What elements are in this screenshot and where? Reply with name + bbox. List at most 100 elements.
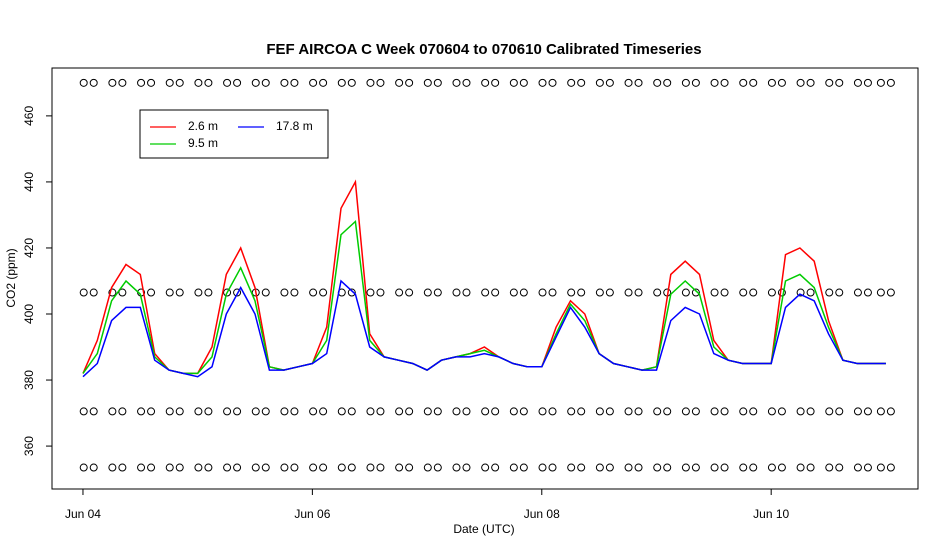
- calibration-point: [749, 78, 758, 87]
- calibration-point: [681, 407, 690, 416]
- calibration-point: [290, 288, 299, 297]
- calibration-point: [595, 288, 604, 297]
- calibration-point: [767, 78, 776, 87]
- calibration-point: [519, 407, 528, 416]
- calibration-point: [825, 78, 834, 87]
- y-tick-label: 420: [22, 238, 36, 258]
- calibration-point: [577, 78, 586, 87]
- calibration-point: [595, 463, 604, 472]
- calibration-point: [681, 463, 690, 472]
- calibration-point: [366, 463, 375, 472]
- calibration-point: [538, 463, 547, 472]
- calibration-point: [624, 288, 633, 297]
- calibration-point: [876, 78, 885, 87]
- calibration-point: [653, 407, 662, 416]
- calibration-point: [165, 78, 174, 87]
- calibration-point: [319, 288, 328, 297]
- calibration-point: [491, 463, 500, 472]
- calibration-point: [452, 463, 461, 472]
- calibration-point: [347, 407, 356, 416]
- calibration-point: [79, 463, 88, 472]
- calibration-point: [663, 78, 672, 87]
- calibration-point: [233, 78, 242, 87]
- calibration-point: [309, 407, 318, 416]
- calibration-point: [347, 463, 356, 472]
- calibration-point: [137, 463, 146, 472]
- y-tick-label: 400: [22, 304, 36, 324]
- calibration-point: [548, 78, 557, 87]
- calibration-point: [739, 78, 748, 87]
- calibration-point: [653, 288, 662, 297]
- y-axis-label: CO2 (ppm): [4, 248, 18, 307]
- calibration-point: [886, 463, 895, 472]
- calibration-point: [767, 463, 776, 472]
- calibration-point: [681, 78, 690, 87]
- calibration-point: [290, 407, 299, 416]
- calibration-point: [577, 463, 586, 472]
- calibration-point: [710, 78, 719, 87]
- calibration-point: [290, 463, 299, 472]
- calibration-point: [405, 463, 414, 472]
- calibration-point: [366, 288, 375, 297]
- calibration-point: [710, 288, 719, 297]
- calibration-point: [309, 288, 318, 297]
- calibration-point: [853, 407, 862, 416]
- calibration-point: [280, 78, 289, 87]
- calibration-point: [548, 407, 557, 416]
- calibration-point: [876, 407, 885, 416]
- calibration-point: [663, 463, 672, 472]
- calibration-point: [835, 407, 844, 416]
- x-axis-label: Date (UTC): [453, 522, 514, 536]
- calibration-point: [720, 78, 729, 87]
- calibration-point: [653, 463, 662, 472]
- calibration-point: [433, 463, 442, 472]
- series-line: [82, 179, 886, 375]
- x-tick-label: Jun 06: [294, 507, 330, 521]
- calibration-point: [89, 407, 98, 416]
- x-tick-label: Jun 08: [524, 507, 560, 521]
- calibration-point: [567, 463, 576, 472]
- calibration-point: [519, 78, 528, 87]
- calibration-point: [548, 463, 557, 472]
- calibration-point: [79, 78, 88, 87]
- calibration-point: [624, 463, 633, 472]
- calibration-point: [223, 78, 232, 87]
- calibration-point: [567, 288, 576, 297]
- calibration-point: [710, 407, 719, 416]
- calibration-point: [720, 463, 729, 472]
- calibration-point: [395, 407, 404, 416]
- calibration-point: [509, 463, 518, 472]
- calibration-point: [204, 407, 213, 416]
- calibration-point: [319, 463, 328, 472]
- calibration-point: [710, 463, 719, 472]
- calibration-point: [634, 407, 643, 416]
- calibration-point: [509, 407, 518, 416]
- calibration-point: [433, 288, 442, 297]
- calibration-point: [233, 407, 242, 416]
- calibration-point: [337, 407, 346, 416]
- calibration-point: [89, 78, 98, 87]
- calibration-point: [376, 288, 385, 297]
- calibration-point: [366, 407, 375, 416]
- y-tick-label: 360: [22, 436, 36, 456]
- calibration-point: [806, 407, 815, 416]
- calibration-point: [319, 407, 328, 416]
- calibration-point: [509, 78, 518, 87]
- calibration-point: [395, 288, 404, 297]
- calibration-point: [194, 288, 203, 297]
- series-line: [82, 279, 886, 378]
- calibration-point: [118, 463, 127, 472]
- calibration-point: [653, 78, 662, 87]
- calibration-point: [261, 463, 270, 472]
- calibration-point: [347, 288, 356, 297]
- calibration-point: [886, 407, 895, 416]
- calibration-point: [577, 288, 586, 297]
- calibration-point: [395, 78, 404, 87]
- calibration-point: [634, 288, 643, 297]
- y-tick-label: 460: [22, 106, 36, 126]
- calibration-point: [624, 407, 633, 416]
- calibration-point: [108, 78, 117, 87]
- calibration-point: [853, 463, 862, 472]
- calibration-point: [223, 463, 232, 472]
- calibration-point: [89, 463, 98, 472]
